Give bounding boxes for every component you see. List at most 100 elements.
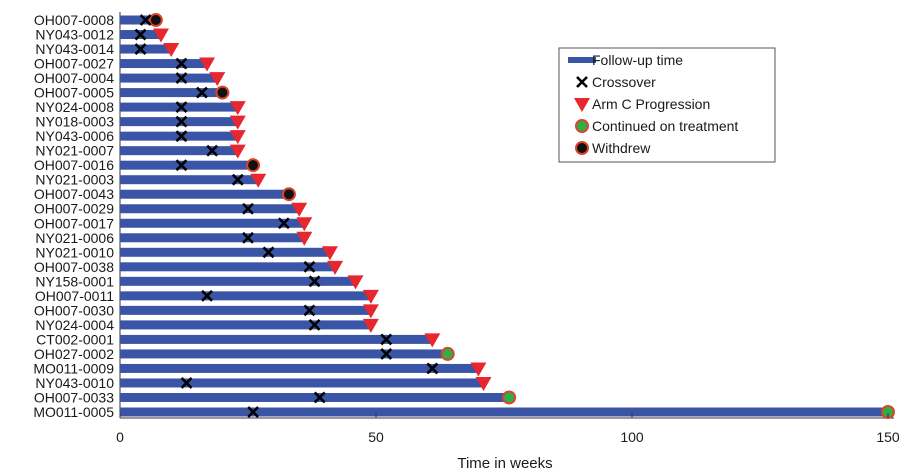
crossover-marker [231, 173, 244, 186]
patient-id-label: MO011-0009 [33, 360, 114, 376]
follow-up-bar [120, 102, 238, 112]
patient-id-label: NY018-0003 [35, 114, 114, 130]
patient-id-label: OH007-0043 [34, 186, 114, 202]
follow-up-bar [120, 291, 371, 301]
withdrew-marker [215, 85, 230, 100]
progression-marker [321, 246, 338, 261]
patient-id-label: OH007-0033 [34, 389, 114, 405]
patient-id-label: OH007-0017 [34, 215, 114, 231]
follow-up-bar [120, 378, 484, 388]
follow-up-bar [120, 146, 238, 156]
progression-marker [574, 98, 590, 112]
progression-marker [163, 43, 180, 58]
crossover-marker [175, 115, 188, 128]
follow-up-bar [120, 349, 448, 359]
progression-marker [347, 275, 364, 290]
crossover-marker [262, 246, 275, 259]
follow-up-bar [120, 88, 223, 98]
legend-box [558, 47, 776, 163]
patient-id-label: NY043-0014 [35, 41, 114, 57]
x-axis-ticks: 0 50 100 150 [116, 413, 900, 445]
crossover-marker [175, 101, 188, 114]
follow-up-bar [120, 59, 208, 69]
legend-continued-swatch [575, 119, 589, 133]
legend-bar-swatch [568, 57, 596, 63]
follow-up-bar [120, 262, 336, 272]
withdrew-marker [246, 158, 261, 173]
crossover-marker [308, 318, 321, 331]
patient-id-label: OH007-0029 [34, 201, 114, 217]
patient-id-label: OH007-0038 [34, 259, 114, 275]
progression-marker [470, 362, 487, 377]
patient-id-label: NY043-0010 [35, 375, 114, 391]
patient-id-label: OH007-0027 [34, 56, 114, 72]
legend-label: Arm C Progression [592, 96, 710, 112]
progression-marker [296, 217, 313, 232]
patient-id-label: NY043-0006 [35, 128, 114, 144]
follow-up-bar [120, 15, 156, 25]
crossover-marker [303, 304, 316, 317]
event-markers [134, 13, 895, 419]
follow-up-bar [120, 320, 371, 330]
x-axis-title: Time in weeks [457, 455, 552, 472]
follow-up-bar [120, 392, 510, 402]
patient-id-label: OH007-0008 [34, 12, 114, 28]
patient-id-label: NY021-0010 [35, 244, 114, 260]
progression-marker [475, 376, 492, 391]
patient-id-label: NY021-0006 [35, 230, 114, 246]
progression-marker [229, 144, 246, 159]
progression-marker [362, 289, 379, 304]
legend-label: Withdrew [592, 140, 651, 156]
progression-marker [250, 173, 267, 188]
crossover-marker [175, 159, 188, 172]
crossover-marker [196, 86, 208, 99]
x-tick-label: 100 [620, 429, 644, 445]
patient-id-label: MO011-0005 [33, 404, 114, 420]
crossover-marker [201, 289, 213, 302]
follow-up-bar [120, 305, 371, 315]
crossover-marker [242, 231, 254, 244]
follow-up-bar [120, 204, 300, 214]
crossover-marker [242, 202, 254, 215]
crossover-marker [313, 391, 326, 404]
progression-marker [424, 333, 441, 348]
progression-marker [199, 57, 216, 72]
patient-id-label: NY024-0004 [35, 317, 114, 333]
follow-up-bar [120, 131, 238, 141]
continued-marker [502, 390, 517, 405]
follow-up-bar [120, 276, 356, 286]
patient-id-label: NY158-0001 [35, 273, 114, 289]
follow-up-bars [120, 15, 888, 417]
patient-labels: OH007-0008NY043-0012NY043-0014OH007-0027… [33, 12, 114, 420]
follow-up-bar [120, 44, 172, 54]
legend-withdrew-swatch [575, 141, 589, 155]
patient-id-label: OH007-0005 [34, 85, 114, 101]
patient-id-label: NY024-0008 [35, 99, 114, 115]
crossover-marker [134, 43, 147, 55]
crossover-marker [175, 130, 188, 143]
follow-up-bar [120, 247, 330, 257]
follow-up-bar [120, 407, 888, 417]
patient-id-label: NY021-0007 [35, 143, 114, 159]
progression-marker [362, 318, 379, 333]
legend-label: Crossover [592, 74, 656, 90]
follow-up-bar [120, 175, 259, 185]
crossover-marker [175, 57, 188, 70]
crossover-marker [380, 333, 393, 346]
follow-up-bar [120, 233, 305, 243]
crossover-marker [139, 14, 152, 26]
patient-id-label: CT002-0001 [36, 331, 114, 347]
follow-up-bar [120, 117, 238, 127]
legend-label: Continued on treatment [592, 118, 738, 134]
patient-id-label: OH027-0002 [34, 346, 114, 362]
follow-up-bar [120, 160, 254, 170]
patient-id-label: OH007-0011 [35, 288, 114, 304]
progression-marker [209, 72, 226, 87]
crossover-marker [206, 144, 219, 157]
crossover-marker [175, 72, 188, 84]
patient-id-label: NY021-0003 [35, 172, 114, 188]
crossover-marker [380, 348, 393, 360]
patient-id-label: NY043-0012 [35, 27, 114, 43]
progression-marker [362, 304, 379, 319]
